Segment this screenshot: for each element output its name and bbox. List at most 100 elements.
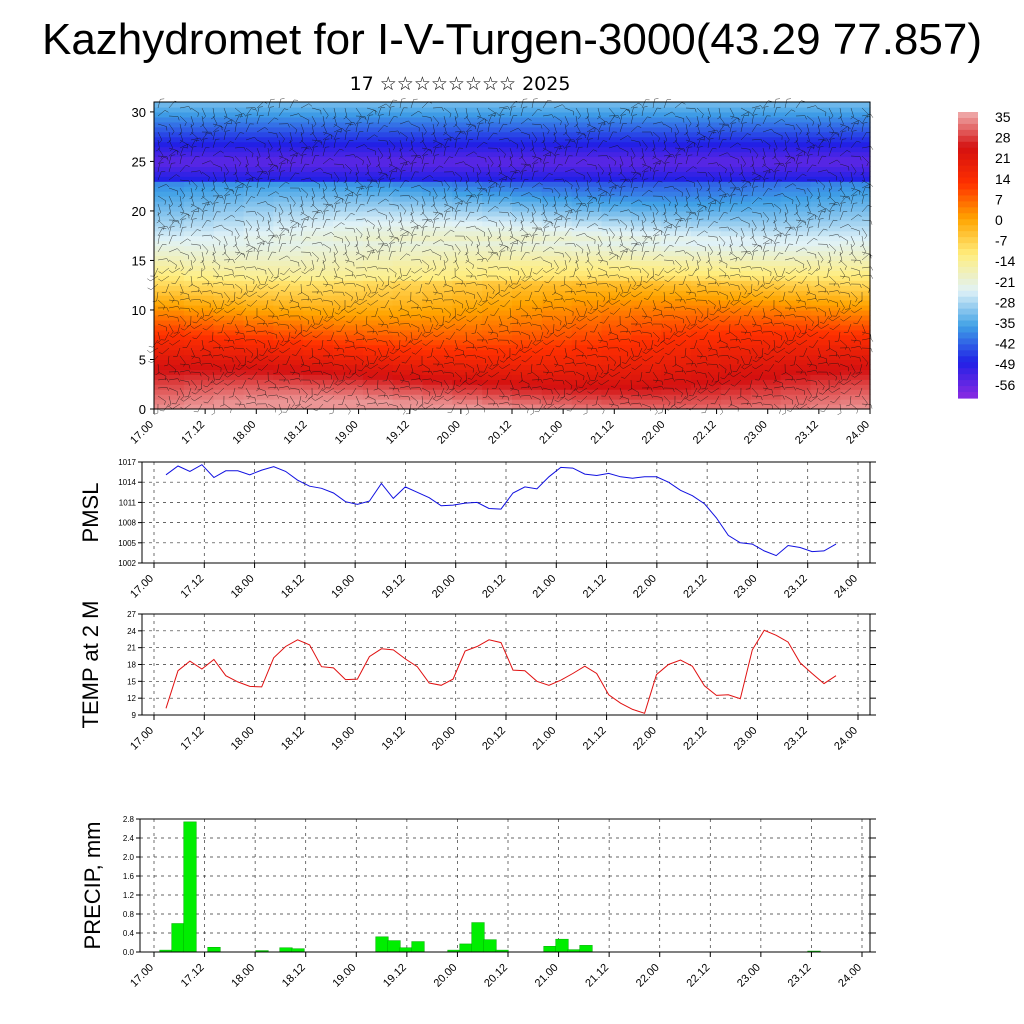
wind-barb [850, 214, 859, 221]
heatmap-cell [601, 161, 632, 167]
heatmap-cell [571, 354, 603, 361]
wind-barb [575, 232, 585, 237]
wind-barb [224, 244, 228, 248]
heatmap-cell [571, 285, 603, 291]
wind-barb [300, 163, 306, 173]
wind-barb [671, 111, 676, 115]
heatmap-cell [631, 290, 662, 296]
heatmap-cell [243, 121, 274, 128]
wind-barb [311, 219, 314, 229]
heatmap-cell [183, 394, 215, 400]
wind-barb [289, 163, 292, 173]
wind-barb [454, 259, 459, 269]
heatmap-cell [213, 344, 245, 351]
wind-barb [474, 282, 478, 286]
wind-barb [828, 220, 834, 229]
wind-barb [381, 322, 384, 327]
wind-barb [449, 137, 452, 142]
wind-barb [244, 324, 249, 328]
heatmap-cell [661, 260, 692, 267]
heatmap-cell [541, 220, 573, 227]
wind-barb [674, 203, 678, 213]
heatmap-cell [601, 260, 632, 267]
wind-barb [636, 284, 641, 286]
wind-barb [540, 308, 543, 313]
heatmap-cell [452, 314, 483, 321]
wind-barb [380, 178, 385, 180]
heatmap-cell [541, 230, 573, 237]
wind-barb [570, 185, 573, 190]
heatmap-cell [840, 191, 871, 197]
wind-barb [870, 146, 874, 150]
wind-barb [201, 139, 204, 149]
wind-barb [839, 150, 848, 157]
wind-barb [718, 260, 723, 264]
wind-barb [333, 203, 337, 213]
wind-barb [428, 149, 433, 152]
heatmap-cell [810, 235, 841, 242]
wind-barb [442, 315, 445, 325]
wind-barb [542, 203, 545, 213]
wind-barb [520, 139, 525, 149]
wind-barb [751, 227, 754, 237]
wind-barb [157, 314, 167, 317]
wind-barb [633, 114, 638, 116]
wind-barb [416, 225, 419, 230]
wind-barb [199, 290, 203, 295]
wind-barb [421, 306, 431, 309]
wind-barb [300, 259, 307, 268]
wind-barb [342, 292, 345, 297]
wind-barb [738, 285, 740, 290]
heatmap-cell [631, 106, 662, 113]
wind-barb [168, 155, 172, 165]
wind-barb [582, 133, 587, 136]
wind-barb [696, 147, 700, 157]
wind-barb [328, 204, 333, 207]
wind-barb [258, 250, 263, 252]
heatmap-cell [243, 151, 274, 158]
wind-barb [441, 268, 446, 272]
wind-barb [448, 315, 456, 323]
wind-barb [442, 196, 446, 200]
wind-barb [334, 195, 339, 200]
wind-barb [758, 197, 763, 200]
heatmap-cell [780, 106, 811, 113]
wind-barb [751, 251, 755, 261]
wind-barb [564, 168, 574, 173]
wind-barb [218, 196, 223, 199]
wind-barb [201, 188, 205, 192]
heatmap-cell [362, 275, 394, 281]
wind-barb [278, 147, 283, 157]
wind-barb [659, 160, 661, 165]
heatmap-cell [541, 151, 573, 158]
wind-barb [828, 188, 833, 192]
wind-barb [322, 139, 326, 149]
heatmap-cell [840, 379, 871, 385]
wind-barb [465, 163, 475, 169]
wind-barb [473, 151, 478, 155]
wind-barb [619, 107, 629, 110]
heatmap-cell [810, 201, 841, 207]
heatmap-cell [661, 334, 692, 341]
wind-barb [426, 220, 431, 222]
wind-barb [613, 307, 621, 315]
heatmap-cell [333, 379, 364, 385]
wind-barb [599, 305, 604, 307]
heatmap-cell [213, 210, 245, 217]
wind-barb [784, 228, 791, 237]
wind-barb [257, 295, 262, 298]
wind-barb [652, 163, 657, 173]
wind-barb [309, 298, 313, 303]
wind-barb [501, 227, 505, 231]
wind-barb [795, 299, 805, 302]
heatmap-cell [362, 116, 394, 123]
wind-barb [652, 156, 656, 160]
wind-barb [685, 227, 690, 237]
heatmap-cell [571, 235, 603, 242]
wind-barb [672, 224, 676, 228]
wind-barb [806, 251, 816, 255]
wind-barb [721, 307, 726, 309]
heatmap-cell [661, 176, 692, 182]
heatmap-cell [452, 295, 483, 301]
heatmap-cell [422, 404, 453, 410]
